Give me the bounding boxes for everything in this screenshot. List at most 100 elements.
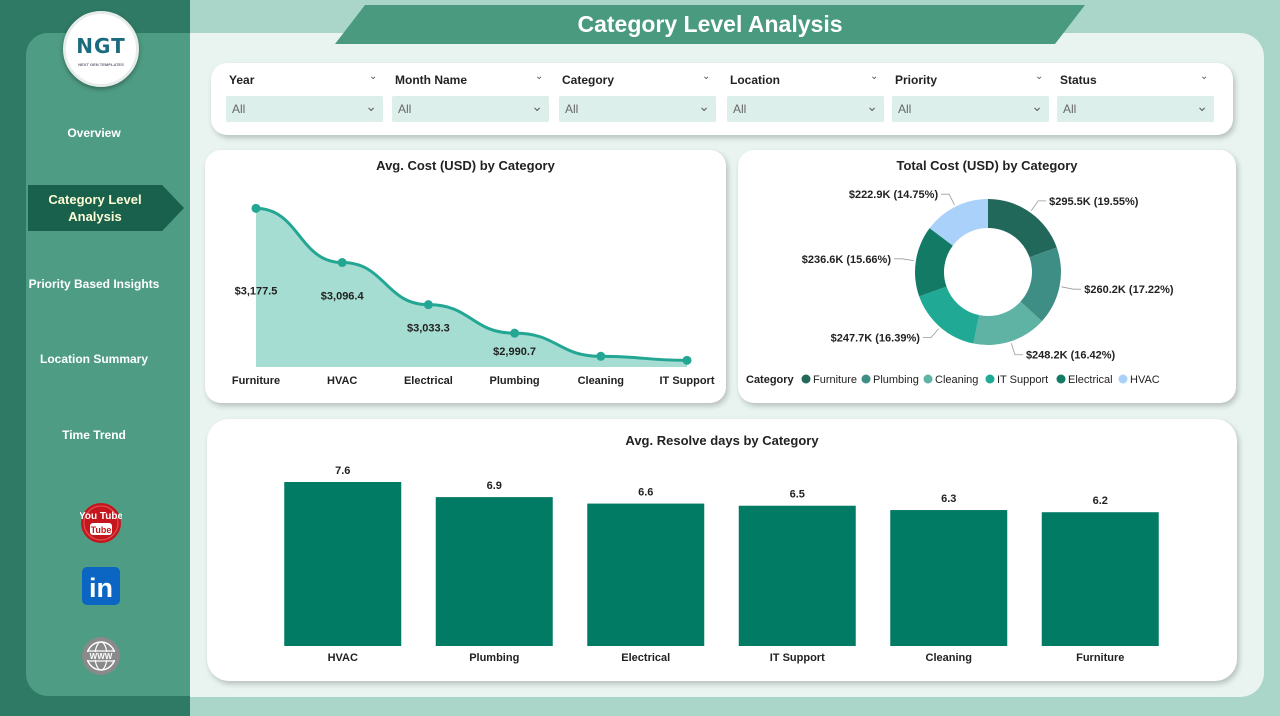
x-tick-label: Plumbing [469, 652, 519, 664]
chart-title: Avg. Resolve days by Category [625, 433, 819, 448]
filter-label: Year [229, 73, 255, 87]
legend-marker [801, 374, 811, 384]
bar[interactable] [284, 482, 402, 646]
linkedin-icon[interactable]: in [81, 566, 121, 606]
data-point[interactable] [251, 203, 261, 213]
slice-label: $222.9K (14.75%) [849, 189, 939, 201]
total-cost-card: Total Cost (USD) by Category $295.5K (19… [738, 150, 1236, 403]
data-point[interactable] [682, 355, 692, 365]
data-point[interactable] [596, 351, 606, 361]
leader-line [1061, 286, 1082, 290]
leader-line [894, 258, 914, 262]
data-label: $2,990.7 [493, 346, 536, 358]
x-tick-label: Cleaning [578, 375, 624, 387]
data-label: 6.3 [941, 493, 956, 505]
page-title: Category Level Analysis [577, 11, 843, 37]
bar[interactable] [587, 503, 705, 646]
chevron-down-icon: ⌄ [365, 98, 377, 114]
slice-label: $260.2K (17.22%) [1084, 284, 1174, 296]
bar[interactable] [890, 510, 1008, 646]
filter-value: All [398, 102, 412, 116]
legend-item[interactable]: Plumbing [873, 374, 919, 386]
nav-overview[interactable]: Overview [67, 126, 121, 140]
avg-cost-card: Avg. Cost (USD) by Category $3,177.5 Furn… [205, 150, 726, 403]
legend-item[interactable]: Electrical [1068, 374, 1113, 386]
logo-text: NGT [76, 34, 126, 58]
filter-value: All [232, 102, 246, 116]
filter-value: All [565, 102, 579, 116]
x-tick-label: Electrical [404, 375, 453, 387]
filter-dropdown[interactable]: All ⌄ [559, 96, 716, 122]
nav-priority-based-insights[interactable]: Priority Based Insights [28, 277, 160, 291]
web-globe-icon[interactable]: WWW [81, 636, 121, 676]
chart-title: Avg. Cost (USD) by Category [376, 158, 555, 173]
donut-slice-cleaning[interactable] [973, 301, 1042, 345]
donut-slice-furniture[interactable] [988, 199, 1057, 258]
linkedin-text: in [89, 573, 113, 603]
chevron-down-icon[interactable]: ⌄ [535, 71, 544, 82]
resolve-days-card: Avg. Resolve days by Category 7.6 HVAC 6.9… [207, 419, 1237, 681]
chevron-down-icon: ⌄ [531, 98, 543, 114]
chart-title: Total Cost (USD) by Category [896, 158, 1078, 173]
donut-slice-plumbing[interactable] [1020, 247, 1061, 322]
legend-item[interactable]: Cleaning [935, 374, 978, 386]
chevron-down-icon: ⌄ [866, 98, 878, 114]
x-tick-label: Furniture [1076, 652, 1124, 664]
filter-dropdown[interactable]: All ⌄ [226, 96, 383, 122]
filter-value: All [898, 102, 912, 116]
web-text: WWW [90, 652, 113, 661]
resolve-days-bar-chart: 7.6 HVAC 6.9 Plumbing 6.6 Electrical 6.5 IT Sup… [284, 465, 1159, 664]
chevron-down-icon[interactable]: ⌄ [702, 71, 711, 82]
avg-cost-area-chart: $3,177.5 Furniture $3,096.4 HVAC $3,033.3 Ele… [232, 203, 715, 387]
data-label: 6.2 [1093, 495, 1108, 507]
data-label: 6.5 [790, 489, 805, 501]
title-banner: Category Level Analysis [335, 5, 1085, 44]
bar[interactable] [435, 497, 553, 646]
filter-label: Priority [895, 73, 938, 87]
nav-time-trend[interactable]: Time Trend [62, 428, 126, 442]
data-point[interactable] [423, 300, 433, 310]
slice-label: $236.6K (15.66%) [802, 254, 892, 266]
x-tick-label: Electrical [621, 652, 670, 664]
x-tick-label: HVAC [328, 652, 358, 664]
data-point[interactable] [510, 328, 520, 338]
youtube-text-you: You Tube [80, 511, 122, 522]
filter-dropdown[interactable]: All ⌄ [1057, 96, 1214, 122]
legend-item[interactable]: IT Support [997, 374, 1048, 386]
logo: NGT NEXT GEN TEMPLATES [63, 11, 139, 87]
donut-slice-electrical[interactable] [915, 228, 953, 297]
bar[interactable] [1041, 512, 1159, 646]
filter-label: Location [730, 73, 780, 87]
youtube-icon[interactable]: You Tube Tube [80, 502, 122, 544]
chevron-down-icon[interactable]: ⌄ [369, 71, 378, 82]
leader-line [1010, 343, 1023, 356]
data-label: $3,033.3 [407, 323, 450, 335]
filter-dropdown[interactable]: All ⌄ [892, 96, 1049, 122]
legend-marker [1118, 374, 1128, 384]
filter-dropdown[interactable]: All ⌄ [727, 96, 884, 122]
chevron-down-icon: ⌄ [1196, 98, 1208, 114]
legend-item[interactable]: Furniture [813, 374, 857, 386]
chevron-down-icon[interactable]: ⌄ [1200, 71, 1209, 82]
x-tick-label: IT Support [660, 375, 715, 387]
chevron-down-icon: ⌄ [1031, 98, 1043, 114]
filter-label: Status [1060, 73, 1097, 87]
slice-label: $248.2K (16.42%) [1026, 350, 1116, 362]
filter-dropdown[interactable]: All ⌄ [392, 96, 549, 122]
filter-label: Category [562, 73, 615, 87]
x-tick-label: Plumbing [490, 375, 540, 387]
legend-marker [1056, 374, 1066, 384]
nav-category-level-analysis[interactable]: Category Level Analysis [28, 185, 184, 231]
bar[interactable] [738, 505, 856, 646]
donut-slice-hvac[interactable] [929, 199, 988, 246]
nav-location-summary[interactable]: Location Summary [39, 352, 149, 366]
donut-slice-it-support[interactable] [919, 286, 980, 344]
chevron-down-icon[interactable]: ⌄ [1035, 71, 1044, 82]
filter-value: All [733, 102, 747, 116]
data-label: $3,177.5 [235, 285, 278, 297]
legend-marker [923, 374, 933, 384]
data-point[interactable] [337, 258, 347, 268]
chevron-down-icon[interactable]: ⌄ [870, 71, 879, 82]
logo-subtitle: NEXT GEN TEMPLATES [78, 62, 124, 67]
legend-item[interactable]: HVAC [1130, 374, 1160, 386]
